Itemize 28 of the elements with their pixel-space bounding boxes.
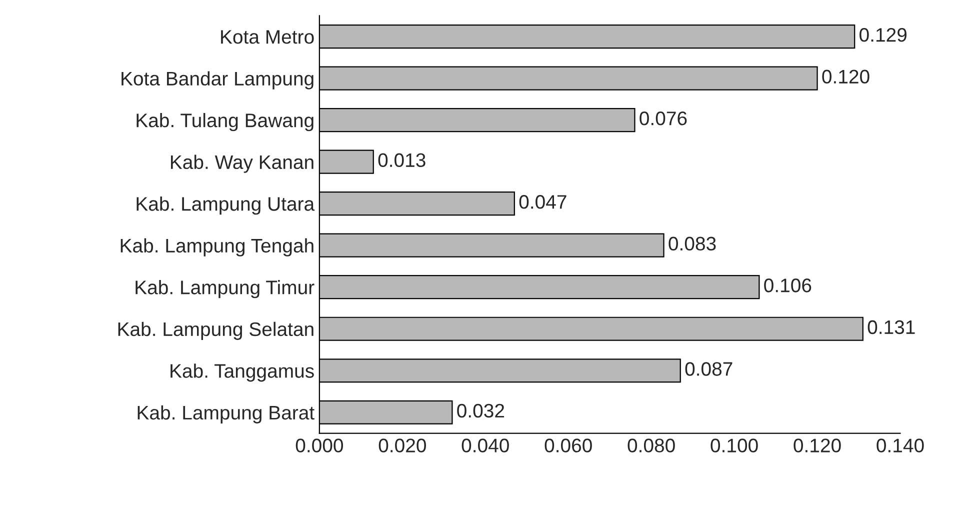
- y-tick-label: Kab. Lampung Timur: [136, 280, 314, 298]
- x-tick-label: 0.120: [794, 438, 841, 452]
- data-label: 0.120: [822, 70, 870, 84]
- data-label: 0.087: [685, 362, 732, 376]
- y-tick-label: Kab. Tanggamus: [170, 364, 314, 382]
- x-tick-label: 0.140: [876, 438, 924, 452]
- y-tick-label: Kab. Lampung Tengah: [120, 238, 314, 256]
- y-tick-label: Kab. Tulang Bawang: [136, 113, 314, 132]
- x-tick-label: 0.080: [628, 438, 675, 452]
- x-tick-label: 0.020: [378, 438, 426, 452]
- x-tick-label: 0.000: [296, 438, 344, 452]
- x-tick-label: 0.060: [544, 438, 592, 452]
- data-label: 0.076: [640, 112, 687, 126]
- y-tick-label: Kota Bandar Lampung: [122, 71, 314, 90]
- data-label: 0.129: [860, 28, 907, 42]
- y-tick-label: Kab. Lampung Utara: [136, 196, 315, 215]
- y-tick-label: Kota Metro: [221, 30, 314, 44]
- data-label: 0.032: [457, 404, 504, 418]
- x-tick-label: 0.100: [710, 438, 758, 452]
- y-tick-label: Kab. Lampung Barat: [138, 405, 314, 424]
- data-label: 0.047: [519, 195, 566, 209]
- y-tick-label: Kab. Way Kanan: [170, 154, 314, 173]
- data-label: 0.106: [764, 278, 812, 292]
- data-label: 0.131: [868, 320, 915, 334]
- y-tick-label: Kab. Lampung Selatan: [118, 322, 314, 340]
- x-tick-label: 0.040: [462, 438, 509, 452]
- data-label: 0.083: [668, 236, 716, 251]
- data-label: 0.013: [378, 153, 426, 168]
